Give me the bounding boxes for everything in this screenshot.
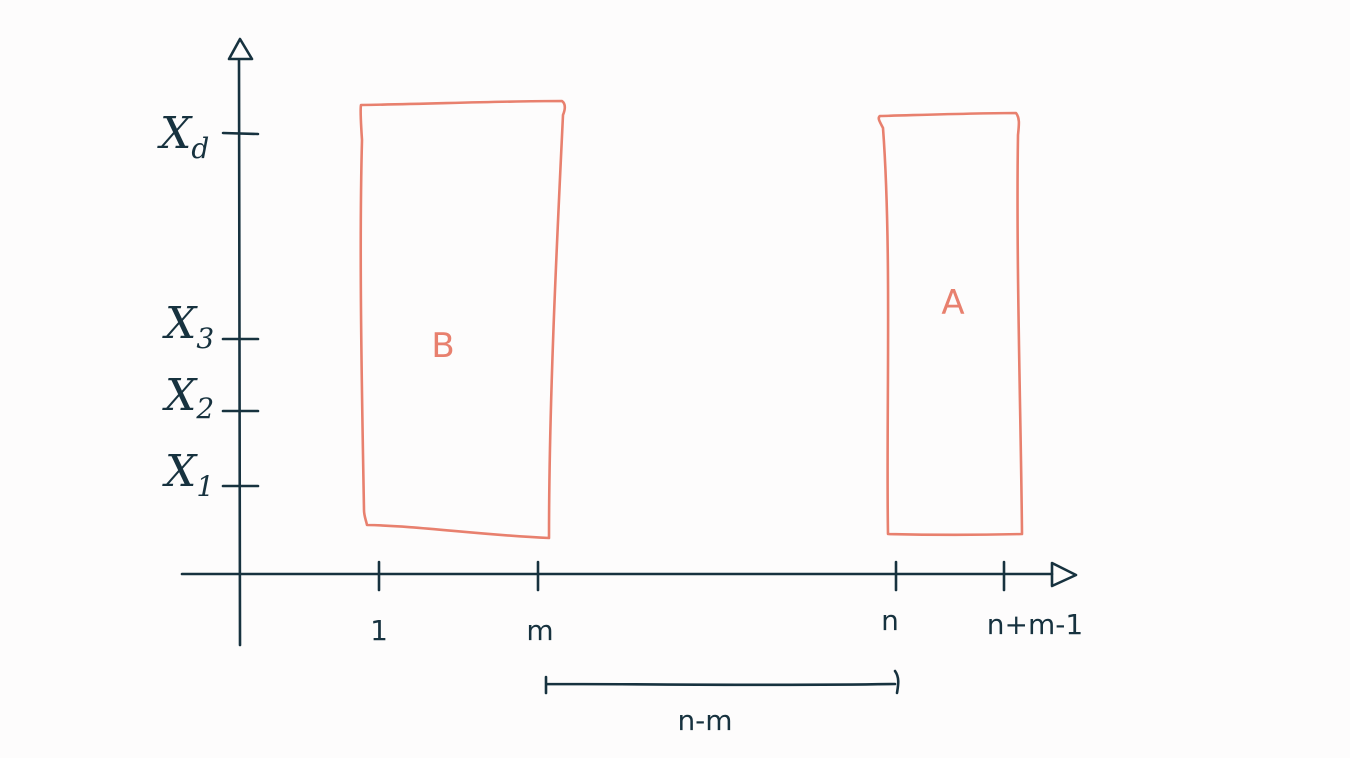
y-tick-sub-xd: d <box>191 132 209 165</box>
y-tick-label-xd: Xd <box>157 108 209 165</box>
span-label: n-m <box>677 704 732 737</box>
y-tick-main-x2: X <box>162 370 198 421</box>
block-b-outline <box>359 99 567 540</box>
y-tick-label-x2: X2 <box>162 370 214 425</box>
y-tick-sub-x2: 2 <box>195 392 214 425</box>
y-tick-label-x1: X1 <box>162 446 214 503</box>
y-tick-mark-xd <box>221 131 260 136</box>
x-tick-label-m: m <box>526 614 553 647</box>
y-tick-main-x3: X <box>162 298 198 349</box>
block-a-outline <box>877 111 1024 537</box>
block-a-label: A <box>941 283 964 323</box>
y-tick-label-x3: X3 <box>162 298 214 355</box>
x-tick-label-n: n <box>881 604 899 637</box>
x-tick-label-n-plus-m-minus-1: n+m-1 <box>987 608 1083 641</box>
y-tick-main-x1: X <box>162 446 198 497</box>
block-b-label: B <box>431 326 454 366</box>
y-tick-main-xd: X <box>157 108 193 159</box>
x-tick-label-1: 1 <box>370 614 388 647</box>
y-tick-sub-x1: 1 <box>196 470 214 503</box>
y-axis-line <box>237 58 242 647</box>
x-axis-arrowhead <box>1050 561 1078 588</box>
y-tick-sub-x3: 3 <box>196 322 214 355</box>
y-axis-arrowhead <box>227 37 254 61</box>
span-bracket <box>544 669 900 695</box>
